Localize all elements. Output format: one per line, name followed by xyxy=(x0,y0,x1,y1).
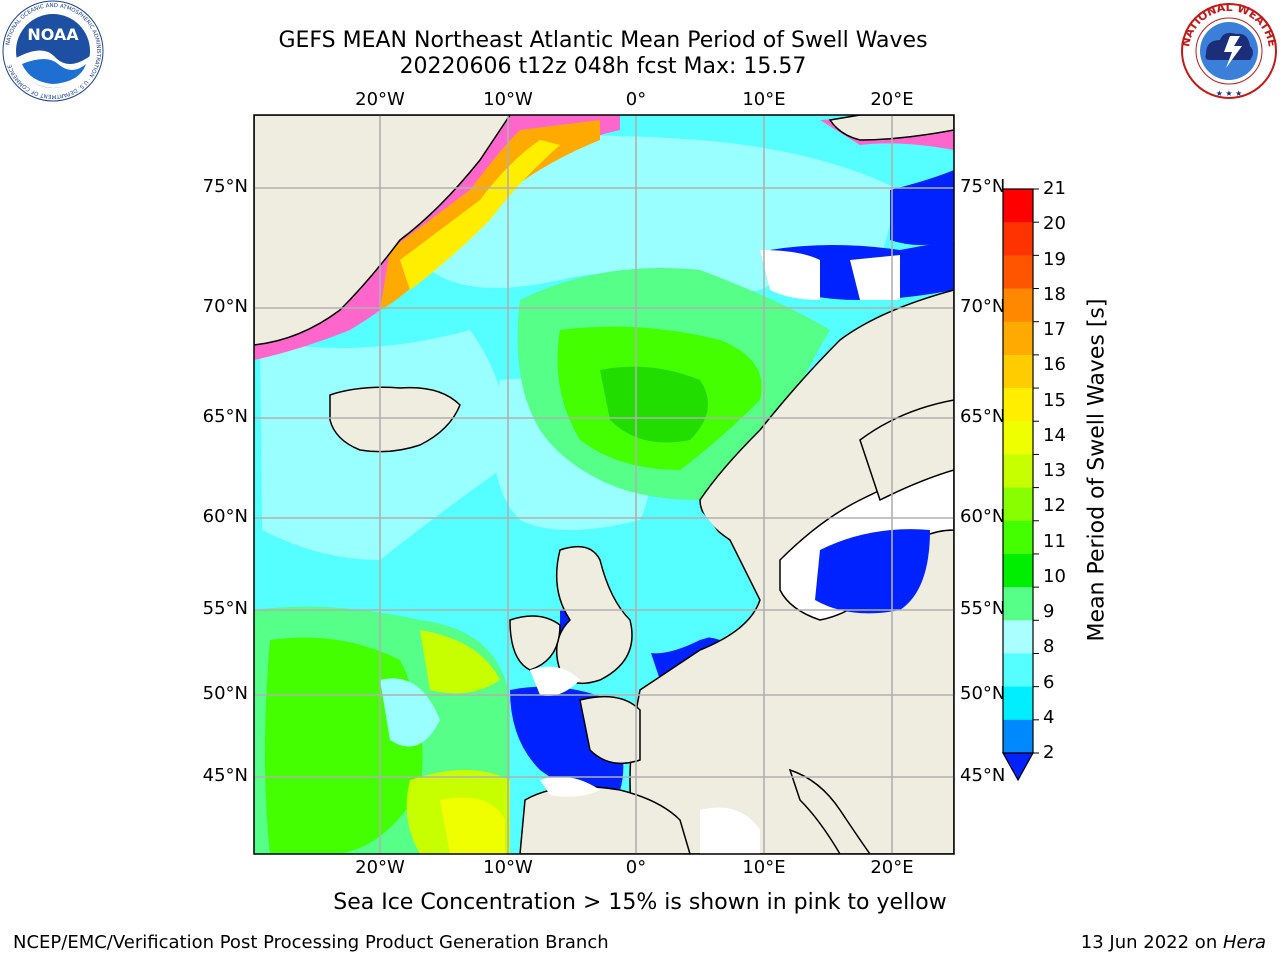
colorbar-segment xyxy=(1003,719,1033,754)
colorbar-segment xyxy=(1003,520,1033,555)
lon-label-top-10w: 10°W xyxy=(483,89,533,110)
footer-date: 13 Jun 2022 on Hera xyxy=(1081,932,1266,953)
colorbar-tick-label: 15 xyxy=(1043,389,1066,411)
colorbar-tick-label: 16 xyxy=(1043,354,1066,376)
lat-label-left-75n: 75°N xyxy=(202,176,248,197)
lon-label-top-20e: 20°E xyxy=(870,89,914,110)
sea-ice-caption: Sea Ice Concentration > 15% is shown in … xyxy=(333,890,947,915)
lat-label-left-70n: 70°N xyxy=(202,296,248,317)
map-frame xyxy=(253,114,955,855)
chart-subtitle: 20220606 t12z 048h fcst Max: 15.57 xyxy=(399,54,807,79)
lon-label-bottom-20w: 20°W xyxy=(355,857,405,878)
lat-label-right-60n: 60°N xyxy=(960,506,1006,527)
colorbar-tick-label: 12 xyxy=(1043,495,1066,517)
colorbar-title: Mean Period of Swell Waves [s] xyxy=(1084,298,1110,642)
british-isles-land xyxy=(555,545,633,685)
colorbar-tick-label: 2 xyxy=(1043,742,1055,763)
colorbar-segment xyxy=(1003,487,1033,522)
lat-label-right-50n: 50°N xyxy=(960,683,1006,704)
colorbar-tick-label: 6 xyxy=(1043,671,1055,693)
colorbar-segment xyxy=(1003,222,1033,256)
footer-date-text: 13 Jun 2022 on xyxy=(1080,932,1223,953)
chart-title: GEFS MEAN Northeast Atlantic Mean Period… xyxy=(278,28,928,53)
colorbar-tick-label: 11 xyxy=(1043,530,1066,552)
lat-label-left-55n: 55°N xyxy=(202,598,248,619)
lon-label-bottom-10w: 10°W xyxy=(483,857,533,878)
lat-label-right-45n: 45°N xyxy=(960,765,1006,786)
colorbar-segment xyxy=(1003,388,1033,422)
lat-label-left-65n: 65°N xyxy=(202,406,248,427)
colorbar-tick-label: 9 xyxy=(1043,601,1055,622)
lat-label-left-45n: 45°N xyxy=(202,765,248,786)
lat-label-right-65n: 65°N xyxy=(960,406,1006,427)
colorbar-tick-label: 20 xyxy=(1043,213,1066,235)
colorbar-segment xyxy=(1003,587,1033,621)
colorbar-segment xyxy=(1003,686,1033,721)
svg-text:★ ★ ★: ★ ★ ★ xyxy=(1216,89,1243,98)
colorbar-tick-label: 4 xyxy=(1043,706,1055,728)
colorbar-segment xyxy=(1003,354,1033,389)
colorbar-segment xyxy=(1003,321,1033,356)
nws-logo: NATIONAL WEATHER SERVICE ★ ★ ★ xyxy=(1180,2,1278,99)
footer-host: Hera xyxy=(1222,932,1266,953)
lon-label-bottom-0: 0° xyxy=(625,857,647,878)
lat-label-right-70n: 70°N xyxy=(960,296,1006,317)
graticule xyxy=(254,115,954,854)
italy-land xyxy=(788,768,871,854)
lat-label-right-55n: 55°N xyxy=(960,598,1006,619)
colorbar-segment xyxy=(1003,255,1033,290)
colorbar xyxy=(1001,188,1039,782)
lat-label-right-75n: 75°N xyxy=(960,176,1006,197)
colorbar-tick-label: 18 xyxy=(1043,283,1066,305)
lat-label-left-50n: 50°N xyxy=(202,683,248,704)
footer-branch: NCEP/EMC/Verification Post Processing Pr… xyxy=(13,932,609,953)
colorbar-tick-label: 13 xyxy=(1043,460,1066,481)
colorbar-segment xyxy=(1003,653,1033,688)
colorbar-segment xyxy=(1003,189,1033,223)
colorbar-frame xyxy=(1002,188,1034,754)
lon-label-bottom-10e: 10°E xyxy=(742,857,786,878)
colorbar-tick-label: 17 xyxy=(1043,319,1066,340)
swell-zone-max xyxy=(440,797,505,854)
colorbar-segment xyxy=(1003,620,1033,654)
colorbar-tick-label: 14 xyxy=(1043,424,1066,446)
colorbar-segment xyxy=(1003,553,1033,588)
ireland-land xyxy=(509,615,561,671)
lon-label-top-20w: 20°W xyxy=(355,89,405,110)
greenland-land xyxy=(254,115,511,346)
colorbar-tick-label: 19 xyxy=(1043,248,1066,270)
colorbar-tick-label: 10 xyxy=(1043,565,1066,587)
colorbar-segment xyxy=(1003,288,1033,323)
colorbar-segment xyxy=(1003,421,1033,455)
colorbar-segment xyxy=(1003,454,1033,489)
svg-text:NOAA: NOAA xyxy=(27,25,79,44)
lon-label-top-10e: 10°E xyxy=(742,89,786,110)
iceland-land xyxy=(329,386,461,453)
noaa-logo: NOAA NATIONAL OCEANIC AND ATMOSPHERIC AD… xyxy=(2,0,104,102)
colorbar-tick-label: 8 xyxy=(1043,636,1055,658)
lon-label-bottom-20e: 20°E xyxy=(870,857,914,878)
colorbar-extension xyxy=(1001,752,1035,782)
lat-label-left-60n: 60°N xyxy=(202,506,248,527)
lon-label-top-0: 0° xyxy=(625,89,647,110)
colorbar-tick-label: 21 xyxy=(1043,178,1066,199)
